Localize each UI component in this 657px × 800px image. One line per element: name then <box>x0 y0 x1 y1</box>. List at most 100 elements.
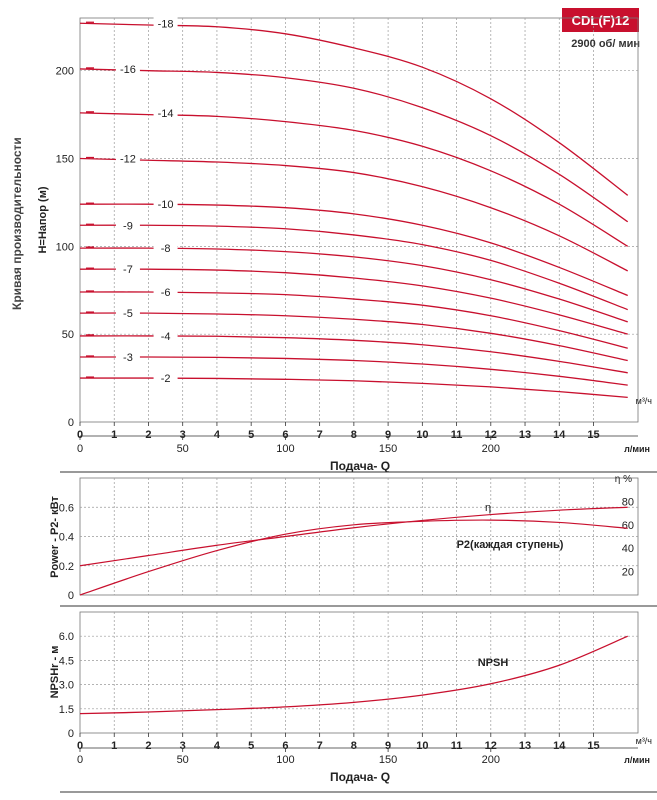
power-y2-tick-label: 60 <box>622 520 634 532</box>
npsh-x-tick-label: 15 <box>587 740 599 752</box>
head-curve <box>79 312 628 362</box>
head-plot-frame <box>79 17 639 423</box>
power-y2-tick-label: 20 <box>622 567 634 579</box>
head-y-tick-label: 150 <box>56 154 74 166</box>
head-x-label: Подача- Q <box>330 459 390 473</box>
head-y-tick-label: 0 <box>68 417 74 429</box>
head-curve-label: -18 <box>158 18 174 30</box>
npsh-x-tick-label: 8 <box>351 740 357 752</box>
head-x-tick-label: 5 <box>248 429 254 441</box>
npsh-x-label: Подача- Q <box>330 770 390 784</box>
head-curve-label: -9 <box>123 220 133 232</box>
npsh-x-tick-label: 0 <box>77 740 83 752</box>
head-curve-label-bg <box>153 198 178 212</box>
power-y2-tick-label: 40 <box>622 543 634 555</box>
head-curve-label: -6 <box>161 287 171 299</box>
npsh-lpm-tick-label: 100 <box>276 754 294 766</box>
head-x-tick-label: 1 <box>111 429 117 441</box>
head-curve-label: -14 <box>158 108 174 120</box>
power-curve-label: P2(каждая ступень) <box>457 539 564 551</box>
power-curve <box>79 519 628 596</box>
npsh-x-tick-label: 3 <box>180 740 186 752</box>
npsh-x-tick-label: 1 <box>111 740 117 752</box>
head-x-tick-label: 10 <box>416 429 428 441</box>
head-x-unit-top: м³/ч <box>636 396 653 406</box>
head-x-tick-label: 12 <box>485 429 497 441</box>
head-curve <box>79 268 628 335</box>
model-badge: CDL(F)12 <box>562 8 639 32</box>
head-curve-label-bg <box>153 372 178 386</box>
npsh-x-tick-label: 14 <box>553 740 566 752</box>
npsh-lpm-tick-label: 50 <box>177 754 189 766</box>
head-x-unit-bottom: л/мин <box>624 444 650 454</box>
npsh-x-tick-label: 5 <box>248 740 254 752</box>
head-y-tick-label: 200 <box>56 66 74 78</box>
head-y-tick-label: 100 <box>56 241 74 253</box>
power-y2-tick-label: 80 <box>622 496 634 508</box>
npsh-y-label: NPSHr - м <box>49 646 61 699</box>
head-curve-label: -7 <box>123 264 133 276</box>
npsh-y-tick-label: 0 <box>68 728 74 740</box>
power-curve-label: η <box>485 502 491 514</box>
npsh-x-tick-label: 9 <box>385 740 391 752</box>
head-curve-label-bg <box>153 17 178 31</box>
head-curve <box>79 157 629 272</box>
head-y-label: H=Напор (м) <box>37 186 49 253</box>
power-y-tick-label: 0.4 <box>59 532 74 544</box>
head-curve-label-bg <box>115 263 140 277</box>
head-x-tick-label: 2 <box>145 429 151 441</box>
npsh-x-tick-label: 12 <box>485 740 497 752</box>
npsh-lpm-tick-label: 150 <box>379 754 397 766</box>
head-curve-label: -10 <box>158 199 174 211</box>
head-curve-label-bg <box>153 106 178 120</box>
head-curve <box>79 356 628 386</box>
npsh-curve <box>79 635 628 715</box>
npsh-x-tick-label: 13 <box>519 740 531 752</box>
npsh-x-tick-label: 10 <box>416 740 428 752</box>
npsh-x-tick-label: 11 <box>451 740 463 752</box>
npsh-y-tick-label: 6.0 <box>59 631 74 643</box>
power-y2-label: η % <box>615 474 632 485</box>
head-x-tick-label: 8 <box>351 429 357 441</box>
power-y-tick-label: 0.6 <box>59 502 74 514</box>
npsh-x-tick-label: 7 <box>317 740 323 752</box>
head-x-tick-label: 6 <box>282 429 288 441</box>
head-curve <box>79 68 629 223</box>
head-curve-label: -2 <box>161 373 171 385</box>
npsh-x-tick-label: 4 <box>214 740 221 752</box>
head-curve-label: -3 <box>123 352 133 364</box>
head-lpm-tick-label: 150 <box>379 443 397 455</box>
head-curve-label: -16 <box>120 64 136 76</box>
head-curve-label: -5 <box>123 308 133 320</box>
head-x-tick-label: 7 <box>317 429 323 441</box>
head-curve-label: -12 <box>120 154 136 166</box>
power-y-tick-label: 0 <box>68 590 74 602</box>
npsh-y-tick-label: 1.5 <box>59 704 74 716</box>
head-x-tick-label: 9 <box>385 429 391 441</box>
head-lpm-tick-label: 200 <box>482 443 500 455</box>
npsh-lpm-tick-label: 0 <box>77 754 83 766</box>
npsh-x-unit-top: м³/ч <box>636 736 653 746</box>
head-curve-label-bg <box>153 329 178 343</box>
head-curve-label-bg <box>115 307 140 321</box>
head-lpm-tick-label: 0 <box>77 443 83 455</box>
npsh-curve-label: NPSH <box>478 657 509 669</box>
head-lpm-tick-label: 100 <box>276 443 294 455</box>
power-curve <box>79 506 628 567</box>
head-curve <box>79 224 628 311</box>
head-curve-label: -4 <box>161 331 171 343</box>
npsh-y-tick-label: 3.0 <box>59 680 74 692</box>
head-x-tick-label: 14 <box>553 429 566 441</box>
npsh-plot-frame <box>79 611 639 734</box>
head-curve-label-bg <box>115 62 140 76</box>
head-x-tick-label: 11 <box>451 429 463 441</box>
npsh-x-tick-label: 2 <box>145 740 151 752</box>
head-x-tick-label: 4 <box>214 429 221 441</box>
head-curve-label-bg <box>153 286 178 300</box>
head-curve-label-bg <box>153 242 178 256</box>
npsh-x-unit-bottom: л/мин <box>624 755 650 765</box>
head-curve-label-bg <box>115 219 140 233</box>
power-plot-frame <box>79 477 639 596</box>
head-x-tick-label: 15 <box>587 429 599 441</box>
